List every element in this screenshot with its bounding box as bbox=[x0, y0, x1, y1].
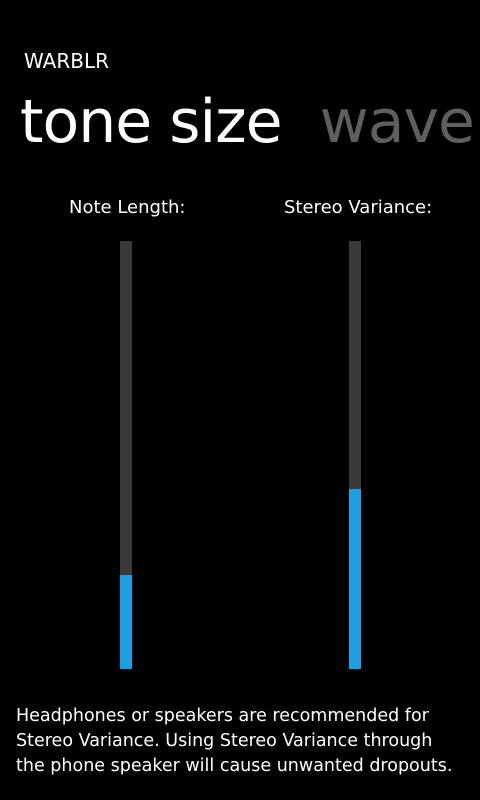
app-title: WARBLR bbox=[24, 49, 110, 73]
stereo-variance-slider-fill bbox=[349, 489, 361, 669]
note-length-slider[interactable] bbox=[120, 241, 132, 669]
pivot-tab-tone-size[interactable]: tone size bbox=[20, 87, 283, 157]
headphones-recommendation-text: Headphones or speakers are recommended f… bbox=[16, 706, 453, 776]
note-length-label: Note Length: bbox=[69, 197, 186, 218]
stereo-variance-slider[interactable] bbox=[349, 241, 361, 669]
note-length-slider-fill bbox=[120, 574, 132, 669]
stereo-variance-label: Stereo Variance: bbox=[284, 197, 433, 218]
pivot-header: tone size wave bbox=[20, 82, 480, 162]
pivot-tab-wave[interactable]: wave bbox=[319, 87, 475, 157]
